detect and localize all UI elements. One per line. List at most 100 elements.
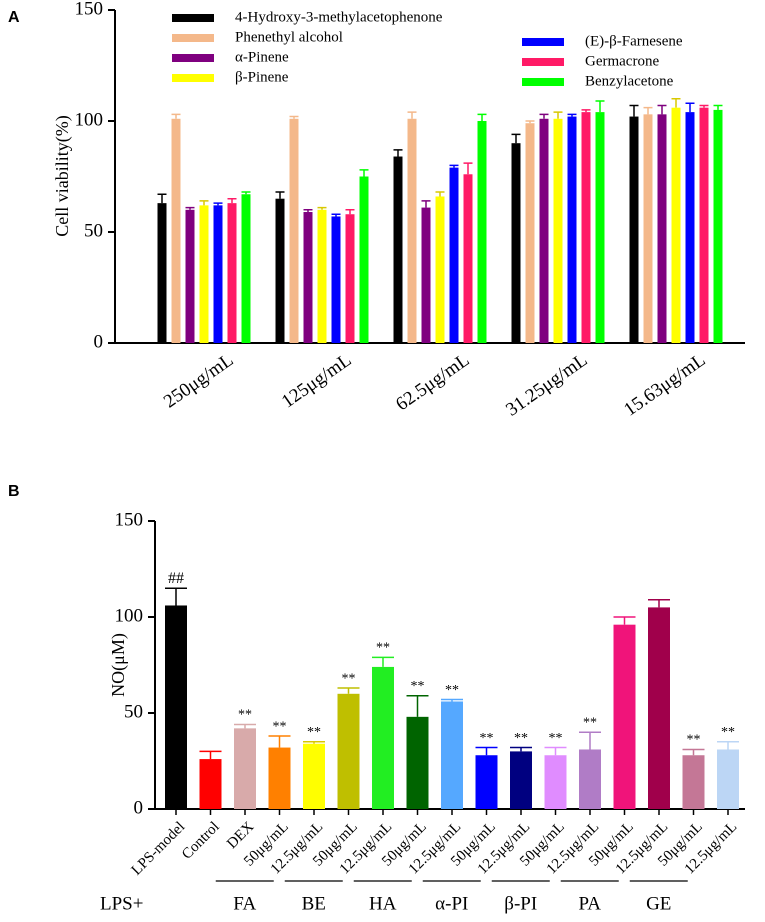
bar bbox=[171, 118, 181, 343]
error-bar bbox=[234, 723, 256, 729]
error-bar bbox=[406, 694, 429, 717]
error-bar bbox=[629, 104, 639, 117]
bar bbox=[477, 121, 487, 343]
error-bar bbox=[289, 115, 299, 119]
bar bbox=[713, 109, 723, 344]
bar bbox=[268, 747, 291, 809]
group-label: BE bbox=[302, 893, 326, 914]
annotation: ** bbox=[342, 671, 356, 686]
bar bbox=[331, 216, 341, 343]
legend-label: Phenethyl alcohol bbox=[235, 29, 343, 45]
bar bbox=[449, 167, 459, 343]
group-label: HA bbox=[369, 893, 397, 914]
group-label: β-PI bbox=[504, 893, 537, 914]
legend-swatch bbox=[522, 38, 564, 46]
y-tick-label: 150 bbox=[75, 0, 104, 19]
y-tick-label: 100 bbox=[115, 605, 144, 626]
legend-swatch bbox=[172, 14, 214, 22]
bar bbox=[717, 749, 739, 809]
bar bbox=[199, 759, 222, 809]
bar bbox=[289, 118, 299, 343]
bar bbox=[510, 751, 532, 809]
error-bar bbox=[345, 209, 355, 215]
bar bbox=[421, 207, 431, 343]
y-axis-label: NO(μM) bbox=[108, 633, 129, 697]
bar bbox=[317, 209, 327, 343]
panel-label: B bbox=[8, 483, 20, 500]
bar bbox=[699, 107, 709, 344]
bar bbox=[345, 214, 355, 343]
bar bbox=[539, 118, 549, 343]
error-bar bbox=[393, 149, 403, 157]
error-bar bbox=[657, 104, 667, 115]
panel-label: A bbox=[8, 9, 20, 26]
error-bar bbox=[407, 111, 417, 119]
error-bar bbox=[511, 133, 521, 144]
legend-swatch bbox=[522, 58, 564, 66]
x-tick-label: 62.5μg/mL bbox=[392, 349, 473, 415]
bar bbox=[406, 716, 429, 809]
error-bar bbox=[682, 748, 705, 756]
error-bar bbox=[579, 731, 601, 750]
bar bbox=[234, 728, 256, 809]
x-tick-label: 250μg/mL bbox=[160, 349, 237, 412]
error-bar bbox=[241, 191, 251, 195]
annotation: ** bbox=[687, 733, 701, 748]
bar bbox=[359, 176, 369, 343]
annotation: ** bbox=[721, 725, 735, 740]
bar bbox=[303, 212, 313, 343]
group-label: FA bbox=[233, 893, 256, 914]
error-bar bbox=[275, 191, 285, 199]
annotation: ** bbox=[549, 731, 563, 746]
legend-swatch bbox=[172, 74, 214, 82]
error-bar bbox=[213, 202, 223, 206]
error-bar bbox=[268, 735, 291, 748]
bar bbox=[657, 114, 667, 343]
error-bar bbox=[475, 746, 498, 756]
bar bbox=[241, 194, 251, 343]
x-tick-label: 125μg/mL bbox=[278, 349, 355, 412]
y-tick-label: 150 bbox=[115, 509, 144, 530]
annotation: ** bbox=[583, 715, 597, 730]
bar bbox=[643, 114, 653, 343]
error-bar bbox=[171, 113, 181, 119]
bar bbox=[213, 205, 223, 343]
error-bar bbox=[435, 191, 445, 197]
y-tick-label: 50 bbox=[84, 220, 103, 241]
error-bar bbox=[303, 209, 313, 213]
bar bbox=[303, 743, 325, 809]
error-bar bbox=[165, 587, 187, 606]
error-bar bbox=[685, 102, 695, 113]
group-label: PA bbox=[578, 893, 601, 914]
bar bbox=[613, 624, 636, 809]
error-bar bbox=[510, 746, 532, 752]
error-bar bbox=[331, 213, 341, 217]
error-bar bbox=[463, 162, 473, 175]
error-bar bbox=[648, 598, 670, 608]
annotation: ## bbox=[168, 570, 184, 587]
bar bbox=[275, 198, 285, 343]
legend-label: β-Pinene bbox=[235, 69, 289, 85]
annotation: ** bbox=[376, 641, 390, 656]
bar bbox=[393, 156, 403, 343]
group-label: α-PI bbox=[435, 893, 468, 914]
legend-label: (E)-β-Farnesene bbox=[585, 33, 683, 49]
bar bbox=[648, 607, 670, 809]
error-bar bbox=[199, 200, 209, 206]
y-tick-label: 0 bbox=[94, 331, 104, 352]
annotation: ** bbox=[238, 708, 252, 723]
bar bbox=[185, 209, 195, 343]
bar bbox=[407, 118, 417, 343]
bar bbox=[475, 755, 498, 809]
bar bbox=[337, 693, 360, 809]
error-bar bbox=[671, 98, 681, 108]
bar bbox=[372, 666, 394, 809]
legend-swatch bbox=[522, 78, 564, 86]
bar bbox=[595, 112, 605, 344]
error-bar bbox=[372, 656, 394, 667]
annotation: ** bbox=[273, 719, 287, 734]
error-bar bbox=[157, 193, 167, 204]
bar bbox=[567, 116, 577, 343]
annotation: ** bbox=[411, 679, 425, 694]
